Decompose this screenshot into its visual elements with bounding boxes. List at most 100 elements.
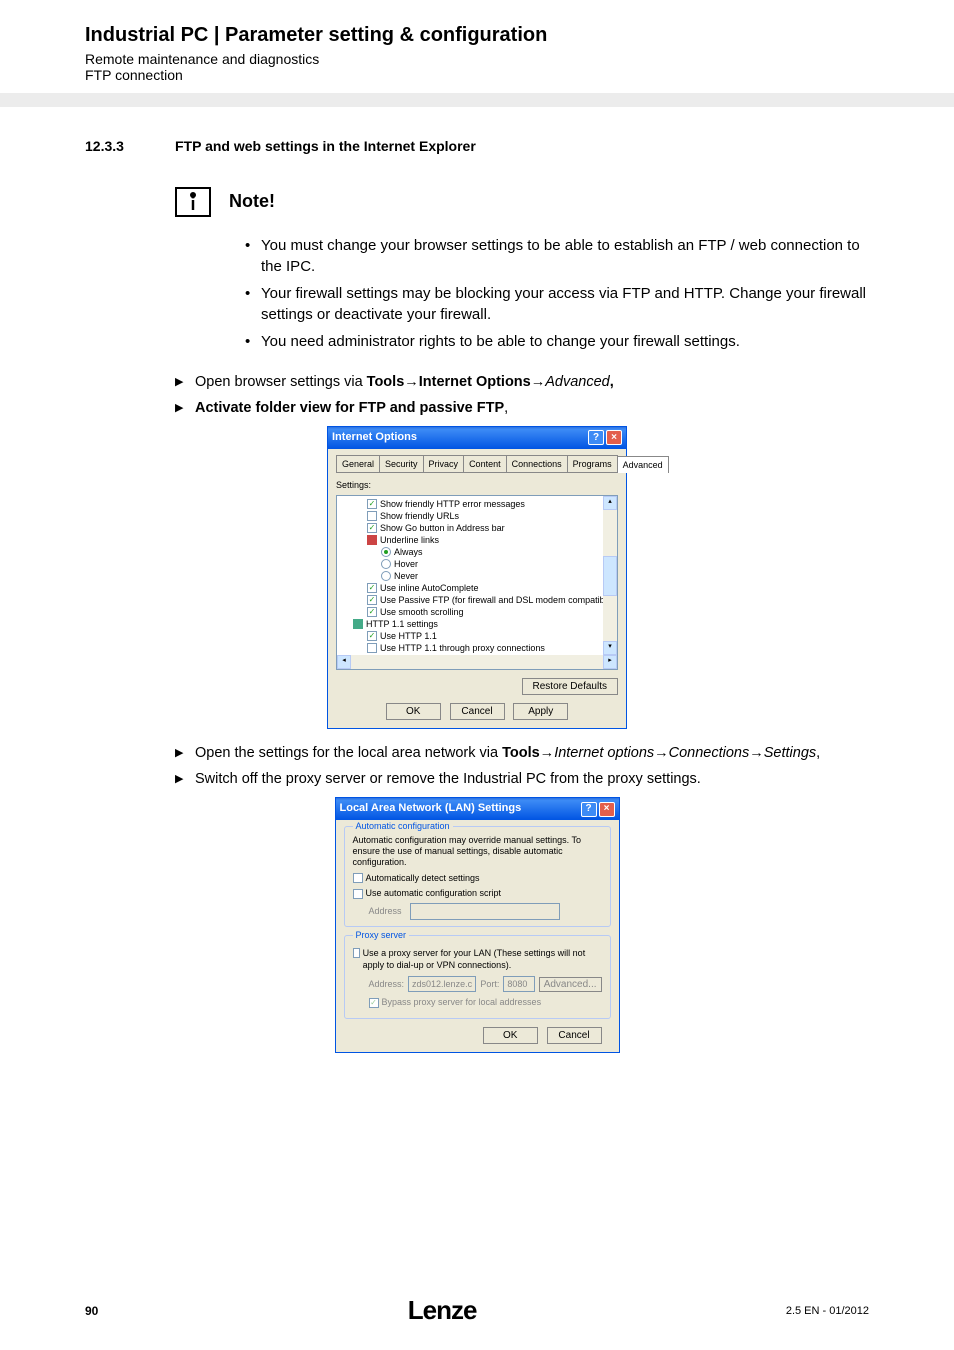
page-footer: 90 Lenze 2.5 EN - 01/2012 [0,1295,954,1326]
tab-privacy[interactable]: Privacy [423,455,465,473]
tab-connections[interactable]: Connections [506,455,568,473]
auto-detect-row[interactable]: Automatically detect settings [353,872,602,885]
vertical-scrollbar[interactable]: ▴ ▾ [603,496,617,655]
step-1-menu: Tools→Internet Options→ [367,374,546,390]
group-title: Proxy server [353,929,410,942]
page-title: Industrial PC | Parameter setting & conf… [85,24,954,47]
checkbox-icon[interactable] [367,643,377,653]
radio-icon[interactable] [381,559,391,569]
setting-item[interactable]: Use HTTP 1.1 through proxy connections [341,642,617,654]
step-1-tab: Advanced [545,374,610,390]
lenze-logo: Lenze [408,1295,477,1326]
setting-item[interactable]: Never [341,570,617,582]
address-label: Address [369,906,402,916]
group-title: Automatic configuration [353,820,453,833]
proxy-address-label: Address: [369,978,405,991]
page-header: Industrial PC | Parameter setting & conf… [0,0,954,83]
note-bullets: You must change your browser settings to… [245,235,869,352]
tab-content[interactable]: Content [463,455,507,473]
tab-programs[interactable]: Programs [567,455,618,473]
checkbox-icon[interactable]: ✓ [367,607,377,617]
scroll-up-button[interactable]: ▴ [603,496,617,510]
setting-item[interactable]: ✓Show Go button in Address bar [341,522,617,534]
tab-general[interactable]: General [336,455,380,473]
checkbox-icon[interactable] [367,511,377,521]
note-bullet: You need administrator rights to be able… [245,331,869,352]
auto-detect-label: Automatically detect settings [366,872,480,885]
scroll-thumb[interactable] [603,556,617,596]
checkbox-icon[interactable]: ✓ [367,631,377,641]
checkbox-icon[interactable]: ✓ [367,583,377,593]
auto-config-text: Automatic configuration may override man… [353,835,602,868]
setting-label: Show Go button in Address bar [380,523,505,533]
bypass-row: ✓ Bypass proxy server for local addresse… [369,996,602,1009]
dialog-titlebar[interactable]: Internet Options ? × [328,427,626,448]
step-3-comma: , [816,745,820,761]
checkbox-icon[interactable] [353,873,363,883]
step-3-text: Open the settings for the local area net… [195,745,502,761]
setting-label: HTTP 1.1 settings [366,619,438,629]
setting-label: Show friendly HTTP error messages [380,499,525,509]
setting-item[interactable]: ✓Show friendly HTTP error messages [341,498,617,510]
settings-listbox[interactable]: ✓Show friendly HTTP error messagesShow f… [336,495,618,670]
setting-item: HTTP 1.1 settings [341,618,617,630]
section-title: FTP and web settings in the Internet Exp… [175,137,476,157]
setting-label: Use Passive FTP (for firewall and DSL mo… [380,595,618,605]
checkbox-icon[interactable] [353,948,360,958]
setting-item[interactable]: ✓Use inline AutoComplete [341,582,617,594]
setting-item: Underline links [341,534,617,546]
step-2-text: Activate folder view for FTP and passive… [195,400,504,416]
auto-script-label: Use automatic configuration script [366,887,502,900]
setting-item[interactable]: Show friendly URLs [341,510,617,522]
dialog-title: Local Area Network (LAN) Settings [340,801,522,816]
ok-button[interactable]: OK [386,703,441,720]
scroll-right-button[interactable]: ▸ [603,655,617,669]
close-button[interactable]: × [606,430,622,445]
checkbox-icon[interactable]: ✓ [367,499,377,509]
address-input [410,903,560,920]
use-proxy-row[interactable]: Use a proxy server for your LAN (These s… [353,947,602,972]
cancel-button[interactable]: Cancel [450,703,505,720]
tab-security[interactable]: Security [379,455,424,473]
setting-item[interactable]: ✓Use HTTP 1.1 [341,630,617,642]
cancel-button[interactable]: Cancel [547,1027,602,1044]
ok-button[interactable]: OK [483,1027,538,1044]
scroll-down-button[interactable]: ▾ [603,641,617,655]
setting-label: Show friendly URLs [380,511,459,521]
step-2-comma: , [504,400,508,416]
page-number: 90 [85,1304,98,1318]
setting-item[interactable]: Hover [341,558,617,570]
auto-config-group: Automatic configuration Automatic config… [344,826,611,927]
checkbox-icon[interactable] [353,889,363,899]
advanced-button[interactable]: Advanced... [539,977,602,992]
step-1: Open browser settings via Tools→Internet… [175,372,869,392]
setting-item[interactable]: ✓Use smooth scrolling [341,606,617,618]
step-4: Switch off the proxy server or remove th… [175,769,869,789]
checkbox-icon[interactable]: ✓ [367,595,377,605]
tab-advanced[interactable]: Advanced [617,456,669,474]
setting-item[interactable]: Always [341,546,617,558]
setting-label: Use inline AutoComplete [380,583,479,593]
step-3-menu: Tools→ [502,745,554,761]
scroll-left-button[interactable]: ◂ [337,655,351,669]
setting-item[interactable]: ✓Use Passive FTP (for firewall and DSL m… [341,594,617,606]
settings-label: Settings: [336,479,618,492]
radio-icon[interactable] [381,571,391,581]
auto-script-row[interactable]: Use automatic configuration script [353,887,602,900]
setting-label: Use HTTP 1.1 through proxy connections [380,643,545,653]
help-button[interactable]: ? [588,430,604,445]
lan-settings-dialog: Local Area Network (LAN) Settings ? × Au… [335,797,620,1053]
step-1-comma: , [610,374,614,390]
help-button[interactable]: ? [581,802,597,817]
apply-button[interactable]: Apply [513,703,568,720]
restore-defaults-button[interactable]: Restore Defaults [522,678,618,695]
checkbox-icon[interactable]: ✓ [367,523,377,533]
page-subtitle-2: FTP connection [85,67,954,83]
internet-options-dialog: Internet Options ? × GeneralSecurityPriv… [327,426,627,729]
radio-icon[interactable] [381,547,391,557]
dialog-titlebar[interactable]: Local Area Network (LAN) Settings ? × [336,798,619,819]
horizontal-scrollbar[interactable]: ◂ ▸ [337,655,617,669]
step-4-text: Switch off the proxy server or remove th… [195,771,701,787]
step-3: Open the settings for the local area net… [175,743,869,763]
close-button[interactable]: × [599,802,615,817]
